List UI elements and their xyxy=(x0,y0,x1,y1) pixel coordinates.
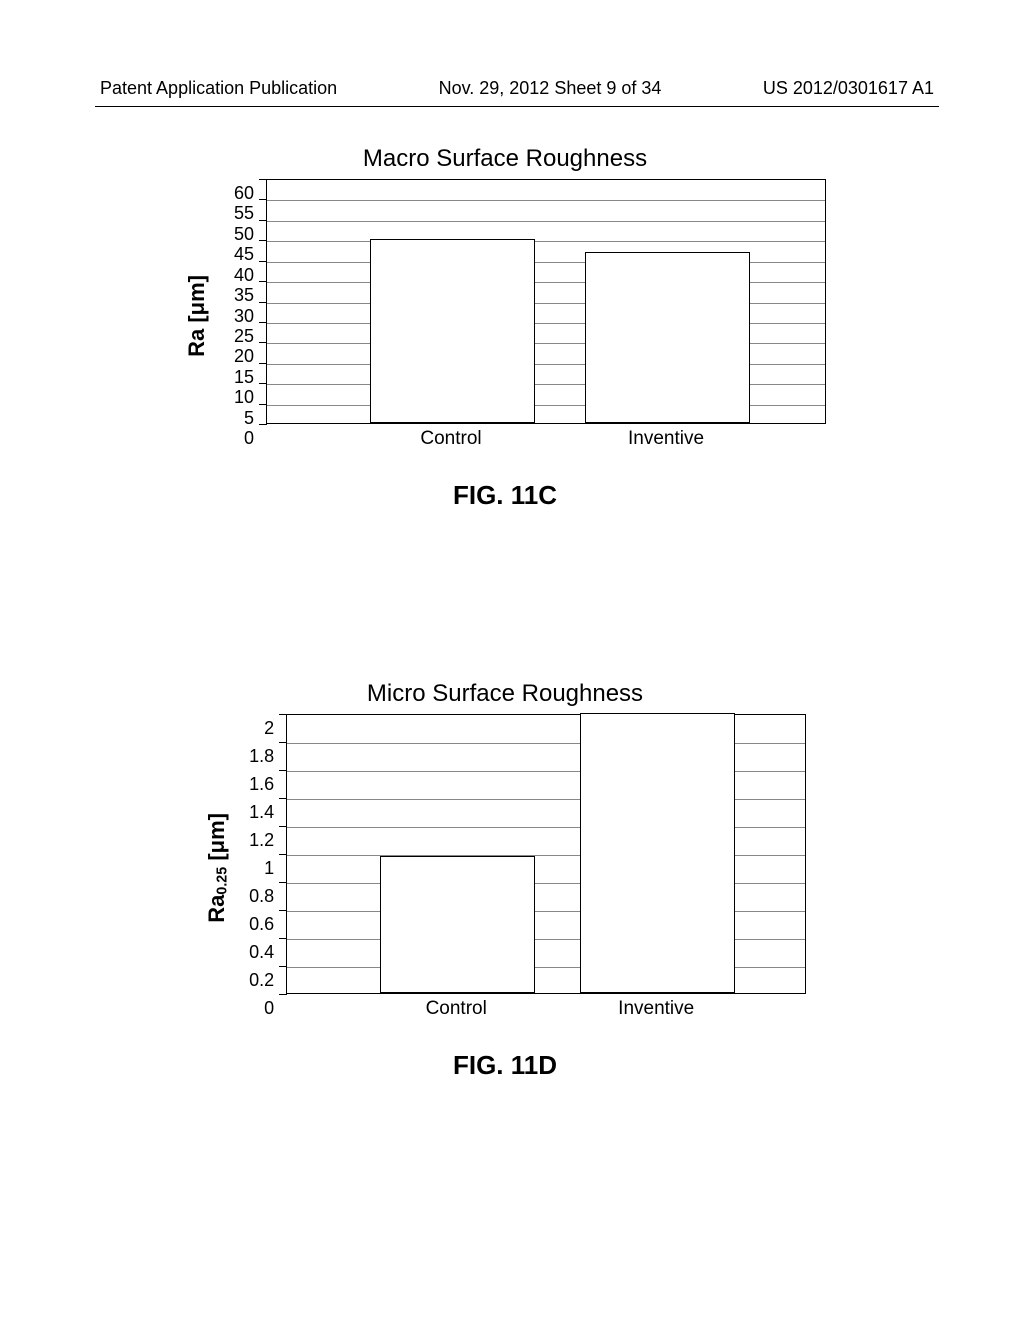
chart1-ytick-column: 605550454035302520151050 xyxy=(218,193,258,438)
chart2-ytick: 0.8 xyxy=(249,887,274,905)
chart1-bar-inventive xyxy=(585,252,750,424)
chart1-tick-mark xyxy=(259,281,267,282)
chart1-tick-mark xyxy=(259,220,267,221)
chart2-title: Micro Surface Roughness xyxy=(120,680,890,708)
chart1-ytick: 15 xyxy=(234,368,254,386)
chart2-tick-mark xyxy=(279,714,287,715)
chart1-xlabel-inventive: Inventive xyxy=(628,428,704,450)
chart2-tick-mark xyxy=(279,826,287,827)
chart2-tick-mark xyxy=(279,910,287,911)
chart1-tick-mark xyxy=(259,199,267,200)
chart1-tick-mark xyxy=(259,322,267,323)
chart1-ytick: 35 xyxy=(234,286,254,304)
figure-11d: Micro Surface Roughness Ra0.25 [μm] 2 1.8… xyxy=(120,680,890,1081)
page-header: Patent Application Publication Nov. 29, … xyxy=(100,78,934,99)
chart1-bar-control xyxy=(370,239,535,423)
chart2-ytick: 1.6 xyxy=(249,775,274,793)
chart2-ytick: 0.2 xyxy=(249,971,274,989)
chart1-ytick: 25 xyxy=(234,327,254,345)
chart1-plot-wrap: Control Inventive xyxy=(266,179,826,452)
chart2-plot-area xyxy=(286,714,806,994)
chart1-ytick: 60 xyxy=(234,184,254,202)
chart2-xlabel-inventive: Inventive xyxy=(618,998,694,1020)
chart1-tick-mark xyxy=(259,342,267,343)
chart1-gridline xyxy=(267,200,825,201)
chart2-ytick: 1.2 xyxy=(249,831,274,849)
chart1-tick-mark xyxy=(259,240,267,241)
chart2-outer: Ra0.25 [μm] 21.81.61.41.210.80.60.40.20 … xyxy=(120,714,890,1022)
figure-11d-caption: FIG. 11D xyxy=(120,1050,890,1081)
chart2-ytick: 0 xyxy=(264,999,274,1017)
chart1-yaxis-label: Ra [μm] xyxy=(184,275,210,357)
chart1-title: Macro Surface Roughness xyxy=(120,145,890,173)
chart1-tick-mark xyxy=(259,302,267,303)
chart1-tick-mark xyxy=(259,383,267,384)
chart2-ytick: 0.6 xyxy=(249,915,274,933)
page: Patent Application Publication Nov. 29, … xyxy=(0,0,1024,1320)
chart2-tick-mark xyxy=(279,770,287,771)
header-center: Nov. 29, 2012 Sheet 9 of 34 xyxy=(439,78,662,99)
chart1-ytick: 5 xyxy=(244,409,254,427)
chart2-bar-control xyxy=(380,856,535,993)
chart1-ytick: 55 xyxy=(234,204,254,222)
chart1-ytick: 50 xyxy=(234,225,254,243)
chart2-ytick: 0.4 xyxy=(249,943,274,961)
header-left: Patent Application Publication xyxy=(100,78,337,99)
chart2-yaxis-label: Ra0.25 [μm] xyxy=(204,813,230,923)
chart1-xlabel-control: Control xyxy=(420,428,481,450)
chart1-ytick: 0 xyxy=(244,429,254,447)
header-divider xyxy=(95,106,939,107)
chart1-tick-mark xyxy=(259,261,267,262)
figure-11c: Macro Surface Roughness Ra [μm] 60555045… xyxy=(120,145,890,511)
chart1-ytick: 45 xyxy=(234,245,254,263)
chart2-ytick-column: 21.81.61.41.210.80.60.40.20 xyxy=(238,728,278,1008)
chart1-tick-mark xyxy=(259,404,267,405)
chart1-ytick: 30 xyxy=(234,307,254,325)
chart2-ytick: 1 xyxy=(264,859,274,877)
header-right: US 2012/0301617 A1 xyxy=(763,78,934,99)
chart1-xaxis-row: Control Inventive xyxy=(266,424,826,452)
chart2-xaxis-row: Control Inventive xyxy=(286,994,806,1022)
chart1-outer: Ra [μm] 605550454035302520151050 Control… xyxy=(120,179,890,452)
chart2-tick-mark xyxy=(279,742,287,743)
chart1-tick-mark xyxy=(259,363,267,364)
chart1-gridline xyxy=(267,221,825,222)
chart1-ytick: 10 xyxy=(234,388,254,406)
chart2-tick-mark xyxy=(279,798,287,799)
chart2-tick-mark xyxy=(279,938,287,939)
chart2-ytick: 1.4 xyxy=(249,803,274,821)
chart2-xlabel-control: Control xyxy=(426,998,487,1020)
chart1-gridline xyxy=(267,241,825,242)
chart2-tick-mark xyxy=(279,966,287,967)
chart1-tick-mark xyxy=(259,179,267,180)
chart2-ytick: 1.8 xyxy=(249,747,274,765)
figure-11c-caption: FIG. 11C xyxy=(120,480,890,511)
chart2-tick-mark xyxy=(279,882,287,883)
chart2-bar-inventive xyxy=(580,713,735,993)
chart2-plot-wrap: Control Inventive xyxy=(286,714,806,1022)
chart1-plot-area xyxy=(266,179,826,424)
chart1-ytick: 40 xyxy=(234,266,254,284)
chart2-tick-mark xyxy=(279,854,287,855)
chart1-ytick: 20 xyxy=(234,347,254,365)
chart2-ytick: 2 xyxy=(264,719,274,737)
